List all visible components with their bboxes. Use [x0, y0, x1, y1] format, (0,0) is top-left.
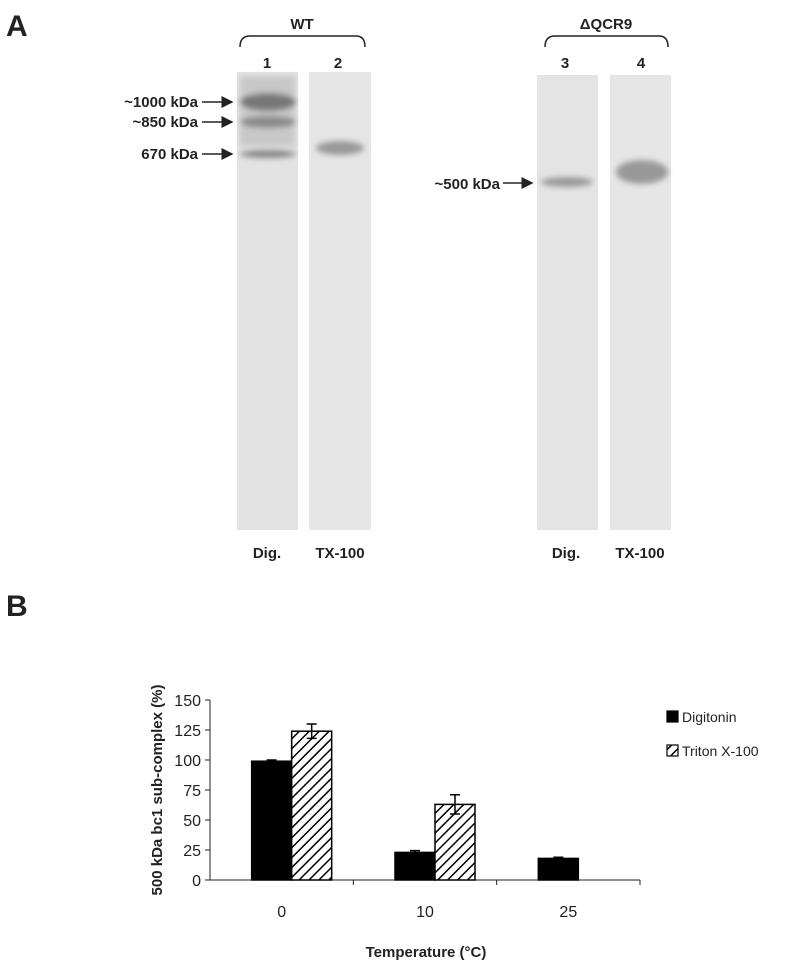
- panel-label: B: [6, 590, 28, 623]
- lane-number: 1: [263, 55, 271, 72]
- marker-label: ~850 kDa: [133, 114, 199, 131]
- marker-label: ~500 kDa: [435, 176, 501, 193]
- bar: [250, 760, 293, 881]
- group-label: ΔQCR9: [580, 16, 632, 33]
- lane-label: Dig.: [253, 545, 281, 562]
- gel-lane: [610, 75, 671, 530]
- group-label: WT: [290, 16, 313, 33]
- lane-number: 3: [561, 55, 569, 72]
- legend-swatch: [666, 710, 679, 723]
- bar: [394, 851, 436, 881]
- x-axis-title: Temperature (°C): [366, 944, 487, 961]
- bracket: [544, 35, 669, 48]
- x-tick-label: 25: [559, 904, 577, 921]
- y-tick-label: 0: [192, 873, 201, 890]
- bracket: [239, 35, 366, 48]
- y-tick-label: 125: [174, 723, 201, 740]
- error-bar: [553, 856, 564, 861]
- lane-number: 2: [334, 55, 342, 72]
- x-tick-label: 10: [416, 904, 434, 921]
- gel-lane: [309, 72, 371, 530]
- lane-label: TX-100: [615, 545, 664, 562]
- error-bar: [306, 723, 317, 740]
- panel-label: A: [6, 10, 28, 43]
- x-tick-label: 0: [277, 904, 286, 921]
- marker-label: 670 kDa: [141, 146, 198, 163]
- error-bar: [450, 794, 460, 815]
- bar: [434, 803, 476, 881]
- lane-label: Dig.: [552, 545, 580, 562]
- error-bar: [266, 759, 277, 764]
- y-tick-label: 150: [174, 693, 201, 710]
- lane-label: TX-100: [315, 545, 364, 562]
- y-tick-label: 25: [183, 843, 201, 860]
- y-tick-label: 75: [183, 783, 201, 800]
- lane-number: 4: [637, 55, 646, 72]
- gel-lane: [537, 75, 598, 530]
- legend-swatch: [666, 744, 679, 757]
- gel: [237, 72, 671, 530]
- legend-label: Digitonin: [682, 709, 736, 725]
- bar: [290, 730, 333, 881]
- gel-bands: [240, 76, 668, 187]
- gel-lane: [237, 72, 298, 530]
- y-tick-label: 100: [174, 753, 201, 770]
- y-axis-title: 500 kDa bc1 sub-complex (%): [149, 685, 166, 896]
- marker-label: ~1000 kDa: [124, 94, 198, 111]
- legend-label: Triton X-100: [682, 743, 759, 759]
- y-tick-label: 50: [183, 813, 201, 830]
- bar: [537, 857, 580, 881]
- error-bar: [410, 849, 420, 855]
